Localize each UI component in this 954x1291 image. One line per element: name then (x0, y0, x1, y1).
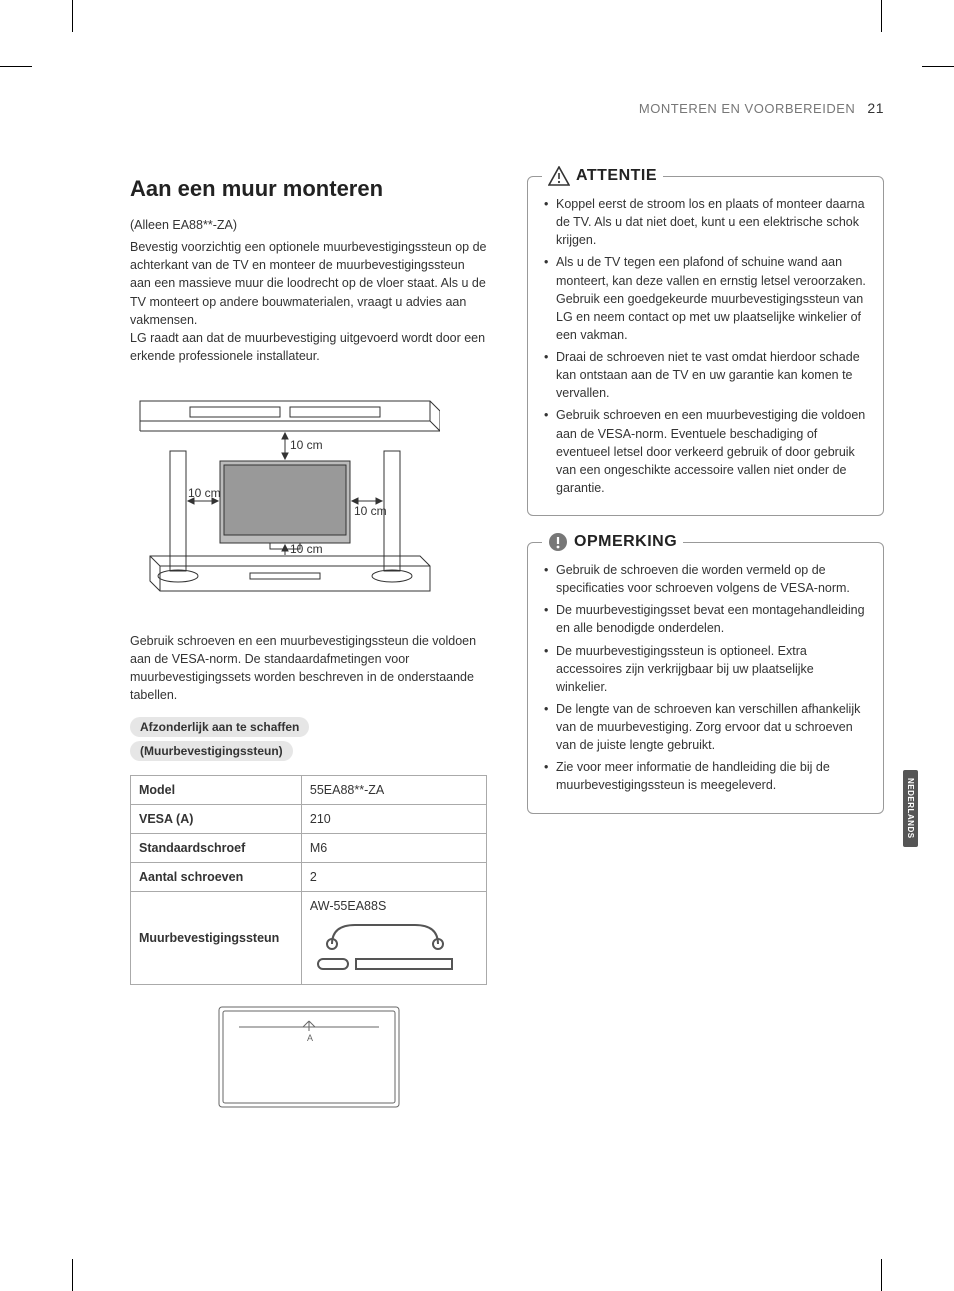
spec-label: Standaardschroef (131, 833, 302, 862)
subtitle: (Alleen EA88**-ZA) (130, 216, 487, 234)
intro-paragraph-2: LG raadt aan dat de muurbevestiging uitg… (130, 329, 487, 365)
attention-callout: ATTENTIE Koppel eerst de stroom los en p… (527, 176, 884, 516)
attention-item: Gebruik schroeven en een muurbevestiging… (544, 406, 867, 497)
diagram-label-right: 10 cm (354, 504, 387, 518)
attention-item: Koppel eerst de stroom los en plaats of … (544, 195, 867, 249)
note-item: Gebruik de schroeven die worden vermeld … (544, 561, 867, 597)
spec-label: Model (131, 775, 302, 804)
diagram-label-top: 10 cm (290, 438, 323, 452)
attention-item: Als u de TV tegen een plafond of schuine… (544, 253, 867, 344)
spec-value: 2 (301, 862, 486, 891)
intro-paragraph-1: Bevestig voorzichtig een optionele muurb… (130, 238, 487, 329)
note-item: De lengte van de schroeven kan verschill… (544, 700, 867, 754)
section-name: MONTEREN EN VOORBEREIDEN (639, 101, 855, 116)
attention-title: ATTENTIE (576, 167, 657, 185)
bracket-model: AW-55EA88S (310, 899, 386, 913)
running-header: MONTEREN EN VOORBEREIDEN 21 (130, 100, 884, 116)
info-icon (548, 532, 568, 552)
table-row: Aantal schroeven2 (131, 862, 487, 891)
table-row: Model55EA88**-ZA (131, 775, 487, 804)
note-item: Zie voor meer informatie de handleiding … (544, 758, 867, 794)
page-number: 21 (867, 100, 884, 116)
spec-label: Muurbevestigingssteun (131, 891, 302, 984)
note-item: De muurbevestigingsset bevat een montage… (544, 601, 867, 637)
spec-value: 210 (301, 804, 486, 833)
attention-item: Draai de schroeven niet te vast omdat hi… (544, 348, 867, 402)
table-row: Muurbevestigingssteun AW-55EA88S (131, 891, 487, 984)
bracket-icon (310, 919, 460, 974)
right-column: ATTENTIE Koppel eerst de stroom los en p… (527, 176, 884, 1129)
stand-label-a: A (307, 1033, 313, 1043)
spec-value: AW-55EA88S (301, 891, 486, 984)
spec-table: Model55EA88**-ZA VESA (A)210 Standaardsc… (130, 775, 487, 985)
stand-rear-diagram: A (209, 997, 409, 1117)
spec-value: M6 (301, 833, 486, 862)
spec-label: Aantal schroeven (131, 862, 302, 891)
pill-separately-sold: Afzonderlijk aan te schaffen (130, 717, 309, 737)
table-row: VESA (A)210 (131, 804, 487, 833)
note-callout: OPMERKING Gebruik de schroeven die worde… (527, 542, 884, 814)
wall-mount-diagram: 10 cm 10 cm 10 cm 10 cm (130, 391, 440, 611)
table-row: StandaardschroefM6 (131, 833, 487, 862)
diagram-label-bottom: 10 cm (290, 542, 323, 556)
language-tab: NEDERLANDS (903, 770, 918, 847)
spec-value: 55EA88**-ZA (301, 775, 486, 804)
warning-icon (548, 166, 570, 186)
spec-label: VESA (A) (131, 804, 302, 833)
left-column: Aan een muur monteren (Alleen EA88**-ZA)… (130, 176, 487, 1129)
page-title: Aan een muur monteren (130, 176, 487, 202)
diagram-label-left: 10 cm (188, 486, 221, 500)
note-title: OPMERKING (574, 533, 677, 551)
note-item: De muurbevestigingssteun is optioneel. E… (544, 642, 867, 696)
pill-wall-bracket: (Muurbevestigingssteun) (130, 741, 293, 761)
vesa-paragraph: Gebruik schroeven en een muurbevestiging… (130, 632, 487, 705)
